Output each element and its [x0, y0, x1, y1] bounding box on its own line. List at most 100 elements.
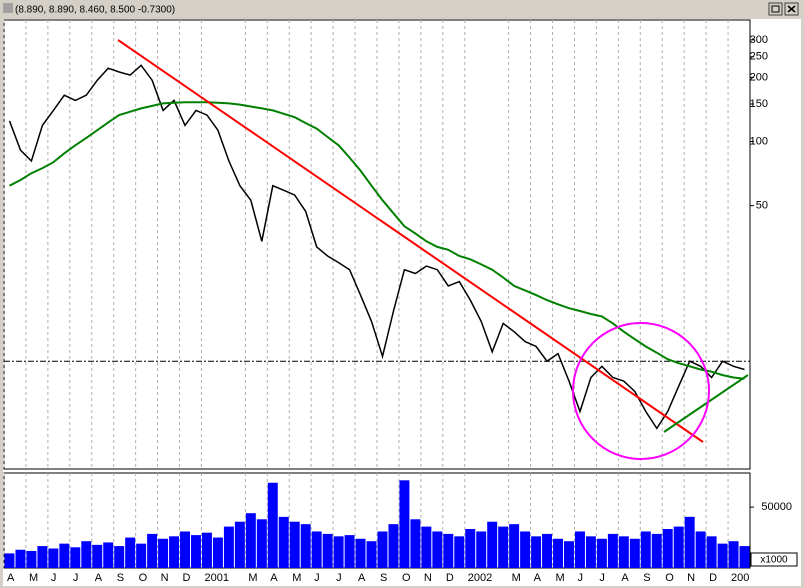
ticker-icon — [3, 3, 13, 13]
volume-bar — [673, 526, 684, 568]
volume-bar — [311, 531, 322, 568]
y-tick-label: 50000 — [761, 501, 792, 513]
grid — [3, 20, 750, 568]
x-tick-label: A — [95, 572, 103, 584]
x-tick-label: J — [314, 572, 320, 584]
volume-bar — [245, 513, 256, 568]
x-tick-label: D — [709, 572, 717, 584]
x-tick-label: O — [402, 572, 411, 584]
volume-bar — [454, 536, 465, 568]
volume-bar — [410, 519, 421, 568]
x-tick-label: N — [161, 572, 169, 584]
volume-bar — [26, 550, 37, 568]
volume-bar — [564, 541, 574, 568]
volume-bar — [651, 533, 662, 568]
volume-bar — [300, 524, 311, 568]
x-tick-label: M — [248, 572, 257, 584]
highlight-circle — [572, 322, 710, 460]
volume-bar — [542, 533, 553, 568]
volume-bar — [421, 526, 432, 568]
y-tick-label: 50 — [756, 200, 768, 212]
volume-bar — [158, 538, 169, 568]
x-tick-label: M — [29, 572, 38, 584]
price-line — [8, 64, 745, 430]
volume-bar — [531, 536, 542, 568]
x-tick-label: 2002 — [468, 572, 492, 584]
volume-bar — [553, 538, 563, 568]
labels: A M J J A S O N D 2001 M A M J J A S O N D 2002 M A M J J A S O N D 200… — [7, 34, 792, 584]
x-tick-label: D — [446, 572, 454, 584]
x-tick-label: A — [270, 572, 278, 584]
x-tick-label: O — [139, 572, 148, 584]
volume-bar — [355, 538, 366, 568]
volume-bar — [574, 531, 585, 568]
volume-bar — [476, 531, 487, 568]
volume-bar — [618, 536, 629, 568]
volume-bar — [4, 553, 15, 568]
close-button[interactable] — [784, 2, 799, 16]
volume-bar — [180, 531, 190, 568]
window-title: (8.890, 8.890, 8.460, 8.500 -0.7300) — [15, 5, 175, 16]
volume-bar — [399, 480, 410, 568]
x-tick-label: J — [336, 572, 342, 584]
volume-unit: x1000 — [760, 555, 788, 566]
volume-bar — [498, 526, 509, 568]
volume-bar — [70, 547, 81, 568]
x-tick-label: A — [358, 572, 366, 584]
volume-bar — [695, 531, 706, 568]
x-tick-label: A — [534, 572, 542, 584]
x-tick-label: 2001 — [204, 572, 228, 584]
volume-bar — [322, 533, 333, 568]
x-tick-label: S — [380, 572, 387, 584]
volume-bar — [59, 543, 70, 568]
volume-bar — [717, 543, 728, 568]
y-tick-label: 100 — [750, 135, 768, 147]
volume-bar — [147, 533, 158, 568]
volume-bar — [92, 544, 103, 568]
volume-bar — [487, 521, 498, 568]
x-tick-label: M — [292, 572, 301, 584]
x-tick-label: N — [687, 572, 695, 584]
x-tick-label: J — [577, 572, 583, 584]
volume-bar — [520, 531, 531, 568]
y-tick-label: 250 — [750, 51, 768, 63]
downtrend-line — [117, 39, 704, 443]
unit-box — [750, 552, 798, 567]
volume-bar — [103, 542, 114, 568]
volume-bar — [234, 521, 245, 568]
y-tick-label: 150 — [750, 98, 768, 110]
x-tick-label: S — [643, 572, 650, 584]
x-tick-label: J — [73, 572, 79, 584]
volume-bar — [344, 535, 355, 568]
x-tick-label: N — [424, 572, 432, 584]
volume-bar — [585, 536, 596, 568]
volume-bar — [596, 538, 607, 568]
volume-bar — [684, 516, 695, 568]
volume-bar — [15, 549, 26, 568]
volume-bar — [366, 541, 377, 568]
volume-bar — [728, 541, 739, 568]
volume-bar — [443, 533, 454, 568]
volume-bar — [388, 524, 399, 568]
moving-average-line — [9, 101, 745, 380]
volume-bar — [739, 546, 750, 568]
volume-bar — [377, 531, 388, 568]
maximize-button[interactable] — [768, 2, 783, 16]
volume-bar — [48, 548, 59, 568]
x-tick-label: M — [512, 572, 521, 584]
volume-bar — [640, 531, 651, 568]
volume-bar — [662, 529, 673, 568]
volume-bar — [289, 521, 300, 568]
x-tick-label: J — [599, 572, 605, 584]
x-tick-label: S — [117, 572, 124, 584]
volume-bar — [223, 526, 234, 568]
x-tick-label: 200 — [731, 572, 749, 584]
volume-bar — [278, 516, 289, 568]
uptrend-line — [663, 374, 749, 433]
volume-bar — [629, 538, 640, 568]
x-tick-label: J — [51, 572, 57, 584]
x-tick-label: A — [621, 572, 629, 584]
volume-bar — [333, 536, 344, 568]
